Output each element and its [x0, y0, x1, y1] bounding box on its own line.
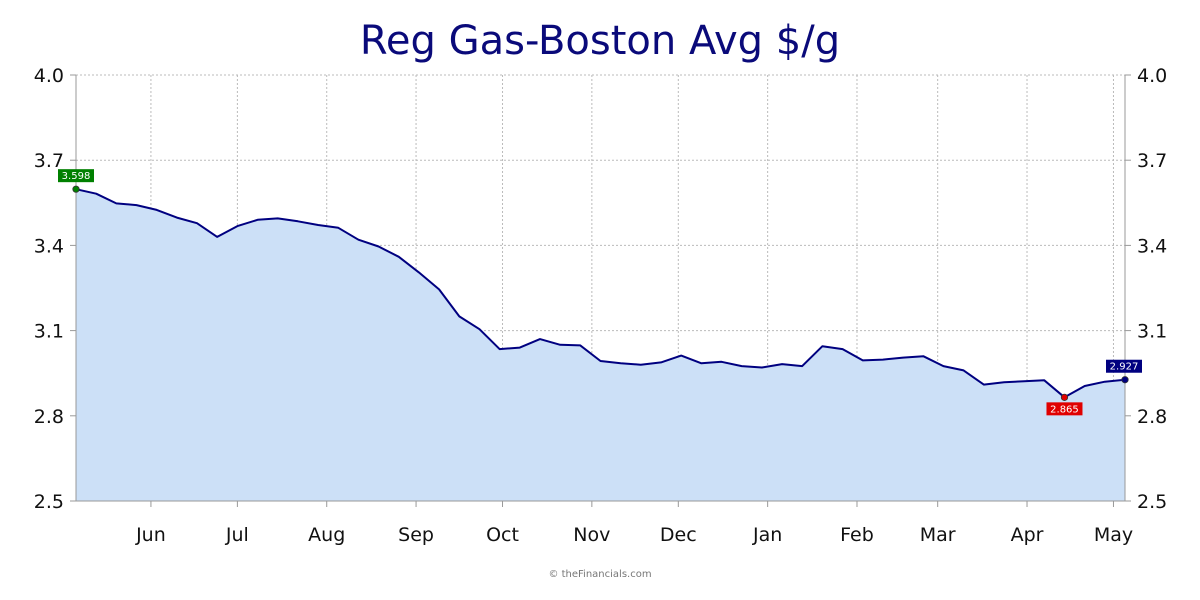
x-tick-label: Feb [840, 524, 874, 546]
chart-title: Reg Gas-Boston Avg $/g [359, 18, 841, 64]
y-tick-label-left: 2.8 [34, 406, 64, 428]
x-tick-label: Mar [920, 524, 956, 546]
x-tick-label: Nov [573, 524, 610, 546]
last-label: 2.927 [1110, 362, 1139, 373]
marker-layer: 3.598 2.865 2.927 [58, 169, 1142, 416]
x-tick-label: Dec [660, 524, 697, 546]
y-tick-label-right: 2.5 [1137, 491, 1167, 513]
series-area [76, 189, 1125, 501]
high-point [72, 185, 80, 193]
low-label: 2.865 [1050, 404, 1079, 415]
y-tick-label-left: 3.4 [34, 235, 64, 257]
x-tick-label: Jan [752, 524, 782, 546]
axis-layer: 2.5 2.5 2.8 2.8 3.1 3.1 3.4 3.4 3.7 3.7 4.0 4.0 Jun J… [34, 65, 1167, 546]
x-tick-label: Jul [225, 524, 249, 546]
y-tick-label-left: 3.7 [34, 150, 64, 172]
x-tick-label: May [1094, 524, 1133, 546]
x-tick-label: Jun [135, 524, 166, 546]
credit-text: © theFinancials.com [548, 569, 652, 580]
last-label-box [1106, 359, 1142, 373]
low-point [1060, 393, 1069, 401]
y-tick-label-left: 2.5 [34, 491, 64, 513]
y-tick-label-right: 2.8 [1137, 406, 1167, 428]
x-tick-label: Oct [486, 524, 519, 546]
x-tick-label: Sep [398, 524, 434, 546]
last-point [1121, 376, 1129, 384]
y-tick-label-right: 3.7 [1137, 150, 1167, 172]
y-tick-label-right: 3.1 [1137, 321, 1167, 343]
y-tick-label-right: 3.4 [1137, 235, 1167, 257]
high-label-box [58, 169, 94, 183]
y-tick-label-left: 4.0 [34, 65, 64, 87]
x-tick-label: Apr [1011, 524, 1044, 546]
y-tick-label-right: 4.0 [1137, 65, 1167, 87]
y-tick-label-left: 3.1 [34, 321, 64, 343]
area-layer [75, 188, 1126, 501]
x-tick-label: Aug [308, 524, 345, 546]
series-line [75, 188, 1126, 399]
high-label: 3.598 [62, 171, 91, 182]
low-label-box [1046, 402, 1083, 416]
